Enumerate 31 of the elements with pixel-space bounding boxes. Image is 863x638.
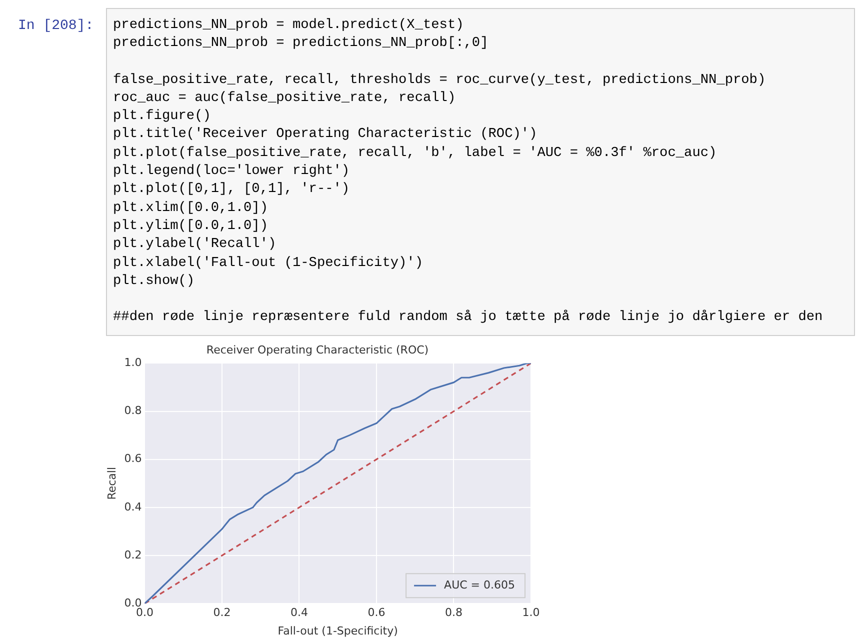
y-axis-title: Recall: [105, 467, 118, 500]
text: In [208]:: [17, 17, 95, 34]
text: plt.plot(false_positive_rate, recall, 'b', label = 'AUC = %0.3f' %roc_auc): [113, 144, 718, 163]
legend-label: AUC = 0.605: [444, 578, 516, 592]
text: plt.xlim([0.0,1.0]): [113, 200, 269, 218]
text: plt.show(): [113, 272, 196, 291]
x-tick-label: 1.0: [522, 606, 540, 620]
y-tick-label: 0.6: [124, 452, 142, 466]
x-tick-label: 0.4: [290, 606, 308, 620]
y-tick-label: 0.2: [124, 548, 142, 562]
text: plt.ylim([0.0,1.0]): [113, 218, 269, 236]
x-tick-label: 0.2: [213, 606, 231, 620]
text: plt.plot([0,1], [0,1], 'r--'): [113, 181, 351, 200]
x-tick-label: 0.0: [136, 606, 154, 620]
x-tick-label: 0.8: [444, 606, 462, 620]
text: ##den røde linje repræsentere fuld random så jo tætte på røde linje jo dårlgiere er den: [113, 309, 824, 328]
x-axis-title: Fall-out (1-Specificity): [278, 624, 398, 638]
text: plt.ylabel('Recall'): [113, 236, 278, 254]
text: predictions_NN_prob = predictions_NN_prob[:,0]: [113, 35, 490, 54]
chart-title: Receiver Operating Characteristic (ROC): [206, 344, 429, 357]
y-tick-label: 1.0: [124, 356, 142, 370]
text: plt.figure(): [113, 108, 212, 126]
text: false_positive_rate, recall, thresholds = roc_curve(y_test, predictions_NN_prob): [113, 72, 767, 90]
text: plt.legend(loc='lower right'): [113, 163, 351, 182]
x-tick-label: 0.6: [368, 606, 386, 620]
text: predictions_NN_prob = model.predict(X_test): [113, 17, 465, 35]
y-tick-label: 0.8: [124, 404, 142, 418]
text: plt.title('Receiver Operating Characteristic (ROC)'): [113, 126, 538, 144]
text: roc_auc = auc(false_positive_rate, recall): [113, 90, 457, 108]
text: plt.xlabel('Fall-out (1-Specificity)'): [113, 254, 424, 273]
y-tick-label: 0.4: [124, 500, 142, 514]
